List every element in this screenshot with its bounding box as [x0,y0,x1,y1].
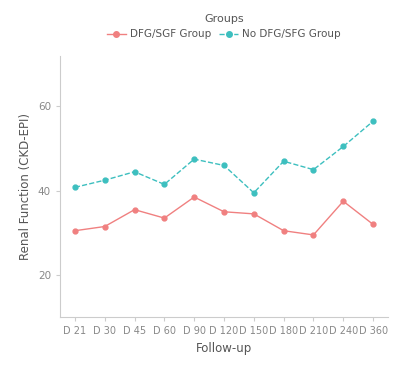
DFG/SGF Group [311,233,316,237]
DFG/SGF Group [132,207,137,212]
No DFG/SFG Group [311,167,316,172]
No DFG/SFG Group [281,159,286,163]
DFG/SGF Group [222,210,226,214]
No DFG/SFG Group [132,169,137,174]
No DFG/SFG Group [162,182,167,186]
DFG/SGF Group [192,195,196,199]
DFG/SGF Group [281,229,286,233]
Y-axis label: Renal Function (CKD-EPI): Renal Function (CKD-EPI) [19,113,32,260]
X-axis label: Follow-up: Follow-up [196,342,252,355]
No DFG/SFG Group [72,185,77,189]
DFG/SGF Group [72,229,77,233]
DFG/SGF Group [102,224,107,229]
No DFG/SFG Group [192,157,196,162]
DFG/SGF Group [252,211,256,216]
No DFG/SFG Group [252,191,256,195]
No DFG/SFG Group [102,178,107,182]
DFG/SGF Group [371,222,376,227]
No DFG/SFG Group [222,163,226,168]
Line: No DFG/SFG Group: No DFG/SFG Group [72,119,376,195]
No DFG/SFG Group [371,119,376,123]
DFG/SGF Group [162,216,167,220]
Line: DFG/SGF Group: DFG/SGF Group [72,195,376,237]
DFG/SGF Group [341,199,346,204]
Legend: DFG/SGF Group, No DFG/SFG Group: DFG/SGF Group, No DFG/SFG Group [107,14,341,40]
No DFG/SFG Group [341,144,346,149]
